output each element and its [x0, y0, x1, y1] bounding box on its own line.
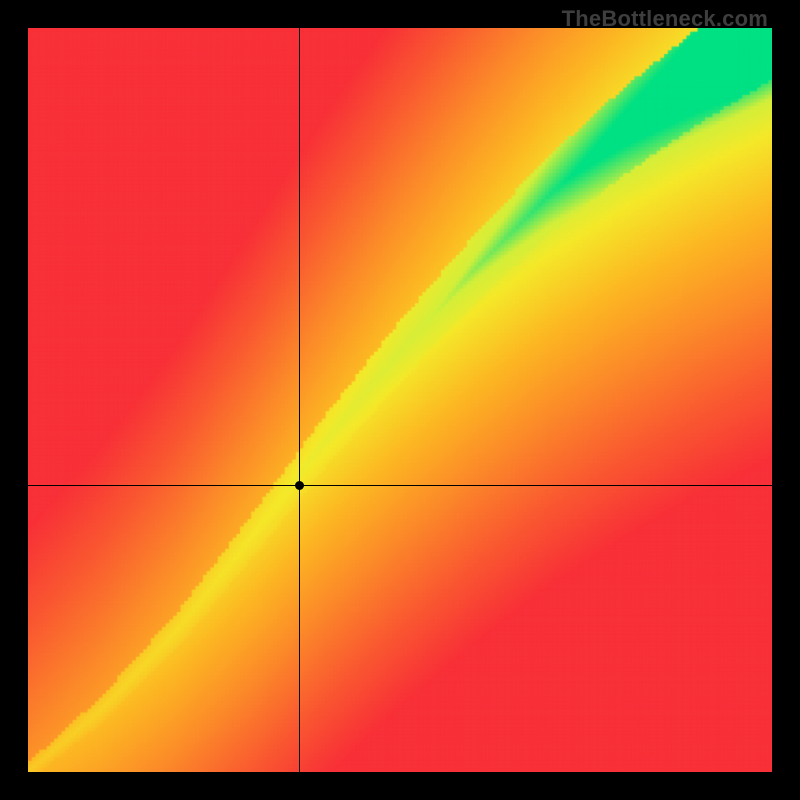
watermark-text: TheBottleneck.com	[562, 6, 768, 32]
bottleneck-heatmap	[28, 28, 772, 772]
crosshair-horizontal	[28, 485, 772, 486]
crosshair-vertical	[299, 28, 300, 772]
chart-container: TheBottleneck.com	[0, 0, 800, 800]
